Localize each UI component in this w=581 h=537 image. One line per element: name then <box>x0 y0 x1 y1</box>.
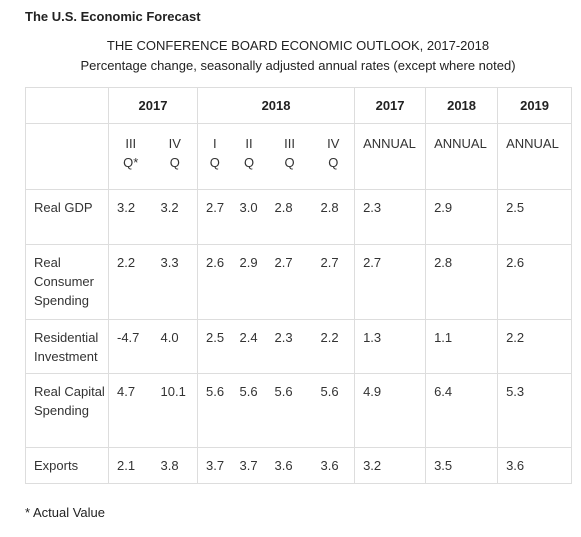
cell: 2.2 <box>108 244 153 320</box>
cell: 4.7 <box>108 373 153 448</box>
column-header: II Q <box>232 124 267 190</box>
cell: 2.3 <box>266 319 313 374</box>
column-header-line: ANNUAL <box>363 136 416 151</box>
subheader-row: III Q* IV Q I Q II Q III Q IV Q ANNUAL ANNUAL ANNUAL <box>26 123 572 190</box>
column-header-line: I <box>212 136 217 151</box>
row-label: Real Consumer Spending <box>25 244 109 320</box>
corner-cell <box>25 87 109 124</box>
cell: 4.9 <box>354 373 426 448</box>
data-row: Real GDP 3.2 3.2 2.7 3.0 2.8 2.8 2.3 2.9 2.5 <box>25 189 572 245</box>
data-row: Real Consumer Spending 2.2 3.3 2.6 2.9 2.7 2.7… <box>25 244 572 320</box>
column-header-line: ANNUAL <box>434 136 487 151</box>
group-header: 2017 <box>354 87 426 124</box>
subcaption: Percentage change, seasonally adjusted a… <box>80 58 516 73</box>
cell: 2.3 <box>354 189 426 245</box>
cell: 5.6 <box>231 373 267 448</box>
column-header-line: Q <box>209 155 220 170</box>
cell: 3.2 <box>152 189 198 245</box>
column-header: ANNUAL <box>497 123 572 190</box>
data-row: Real Capital Spending 4.7 10.1 5.6 5.6 5.6 5.6… <box>25 373 572 448</box>
cell: 2.4 <box>231 319 267 374</box>
cell: 2.2 <box>312 319 355 374</box>
column-header-line: Q <box>169 155 180 170</box>
column-header-line: Q* <box>123 155 139 170</box>
footnote: * Actual Value <box>25 505 105 520</box>
column-header: ANNUAL <box>425 123 498 190</box>
column-header-line: Q <box>243 155 255 170</box>
cell: 3.3 <box>152 244 198 320</box>
group-header: 2019 <box>497 87 572 124</box>
row-label: Real Capital Spending <box>25 373 109 448</box>
cell: 2.7 <box>354 244 426 320</box>
column-header-line: IV <box>327 136 340 151</box>
cell: 5.3 <box>497 373 572 448</box>
title: The U.S. Economic Forecast <box>25 9 201 24</box>
cell: 1.3 <box>354 319 426 374</box>
cell: 2.7 <box>266 244 313 320</box>
cell: 2.6 <box>497 244 572 320</box>
data-row: Exports 2.1 3.8 3.7 3.7 3.6 3.6 3.2 3.5 3.6 <box>25 447 572 484</box>
column-header: III Q* <box>108 123 153 190</box>
forecast-table: 2017 2018 2017 2018 2019 III Q* IV Q I Q II Q III Q IV Q… <box>25 87 573 484</box>
cell: 2.5 <box>197 319 232 374</box>
cell: 3.8 <box>152 447 198 484</box>
cell: 5.6 <box>312 373 355 448</box>
cell: 2.7 <box>197 189 232 245</box>
cell: 5.6 <box>266 373 313 448</box>
row-label: Real GDP <box>25 189 109 245</box>
group-header: 2018 <box>197 87 355 124</box>
cell: 3.2 <box>354 447 426 484</box>
column-header-line: IV <box>168 136 181 151</box>
caption: THE CONFERENCE BOARD ECONOMIC OUTLOOK, 2… <box>106 38 490 53</box>
column-header-line: Q <box>328 155 339 170</box>
row-label: Residential Investment <box>25 319 109 374</box>
column-header-line: III <box>284 136 295 151</box>
column-header: III Q <box>267 124 313 190</box>
cell: 3.6 <box>312 447 355 484</box>
cell: -4.7 <box>108 319 153 374</box>
cell: 1.1 <box>425 319 498 374</box>
cell: 3.0 <box>231 189 267 245</box>
column-header-line: ANNUAL <box>506 136 559 151</box>
cell: 2.9 <box>425 189 498 245</box>
cell: 3.7 <box>197 447 232 484</box>
cell: 2.6 <box>197 244 232 320</box>
header-row: 2017 2018 2017 2018 2019 <box>25 87 572 124</box>
cell: 2.1 <box>108 447 153 484</box>
column-header: IV Q <box>153 124 198 190</box>
data-row: Residential Investment -4.7 4.0 2.5 2.4 2.3 2.… <box>25 319 572 374</box>
cell: 2.8 <box>312 189 355 245</box>
corner-cell <box>26 124 109 190</box>
cell: 2.7 <box>312 244 355 320</box>
row-label: Exports <box>25 447 109 484</box>
column-header-line: Q <box>284 155 295 170</box>
group-header: 2017 <box>107 87 198 124</box>
column-header: IV Q <box>313 124 355 190</box>
cell: 3.6 <box>497 447 572 484</box>
cell: 4.0 <box>152 319 198 374</box>
group-header: 2018 <box>425 87 498 124</box>
cell: 10.1 <box>152 373 198 448</box>
cell: 2.2 <box>497 319 572 374</box>
cell: 3.2 <box>108 189 153 245</box>
cell: 5.6 <box>197 373 232 448</box>
cell: 2.8 <box>266 189 313 245</box>
cell: 6.4 <box>425 373 498 448</box>
cell: 3.5 <box>425 447 498 484</box>
cell: 2.8 <box>425 244 498 320</box>
cell: 3.7 <box>231 447 267 484</box>
cell: 3.6 <box>266 447 313 484</box>
column-header-line: III <box>125 136 137 151</box>
column-header: ANNUAL <box>354 123 426 190</box>
column-header-line: II <box>245 136 253 151</box>
cell: 2.5 <box>497 189 572 245</box>
cell: 2.9 <box>231 244 267 320</box>
